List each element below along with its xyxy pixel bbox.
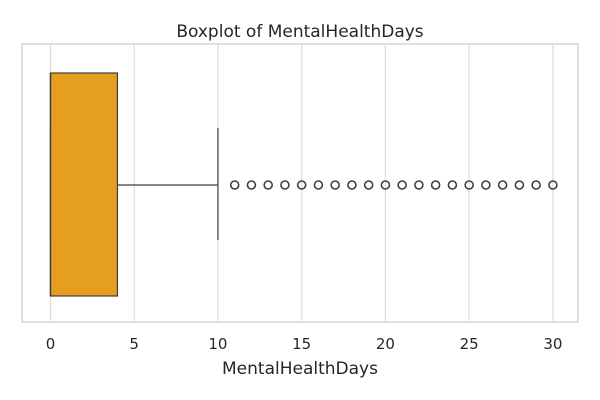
outlier-point-24 (447, 180, 458, 190)
outlier-point-28 (514, 180, 525, 190)
x-tick-label-30: 30 (543, 335, 562, 353)
x-tick-label-15: 15 (292, 335, 311, 353)
outlier-point-11 (229, 180, 240, 190)
chart-title: Boxplot of MentalHealthDays (176, 22, 423, 42)
outlier-point-26 (481, 180, 491, 190)
outlier-point-30 (548, 180, 558, 190)
outlier-point-18 (347, 180, 357, 190)
outlier-point-20 (380, 180, 391, 190)
outlier-point-14 (280, 180, 290, 190)
box (49, 72, 119, 297)
outlier-point-13 (263, 180, 273, 190)
x-tick-label-20: 20 (376, 335, 395, 353)
outlier-point-12 (246, 180, 257, 190)
outlier-point-23 (430, 180, 441, 190)
x-tick-label-10: 10 (208, 335, 227, 353)
x-tick-label-0: 0 (46, 335, 56, 353)
outlier-point-25 (464, 180, 474, 190)
outlier-point-21 (397, 180, 407, 190)
x-tick-labels: 0 5 10 15 20 25 30 (46, 335, 563, 353)
outlier-point-19 (363, 180, 374, 190)
outlier-point-22 (414, 180, 424, 190)
outlier-point-29 (531, 180, 541, 190)
outlier-point-15 (296, 180, 307, 190)
iqr-box (49, 72, 119, 297)
outlier-points (229, 180, 558, 190)
outlier-point-17 (330, 180, 340, 190)
outlier-point-27 (497, 180, 508, 190)
x-axis-label: MentalHealthDays (222, 359, 378, 379)
x-tick-label-5: 5 (129, 335, 139, 353)
x-tick-label-25: 25 (460, 335, 479, 353)
outlier-point-16 (313, 180, 324, 190)
